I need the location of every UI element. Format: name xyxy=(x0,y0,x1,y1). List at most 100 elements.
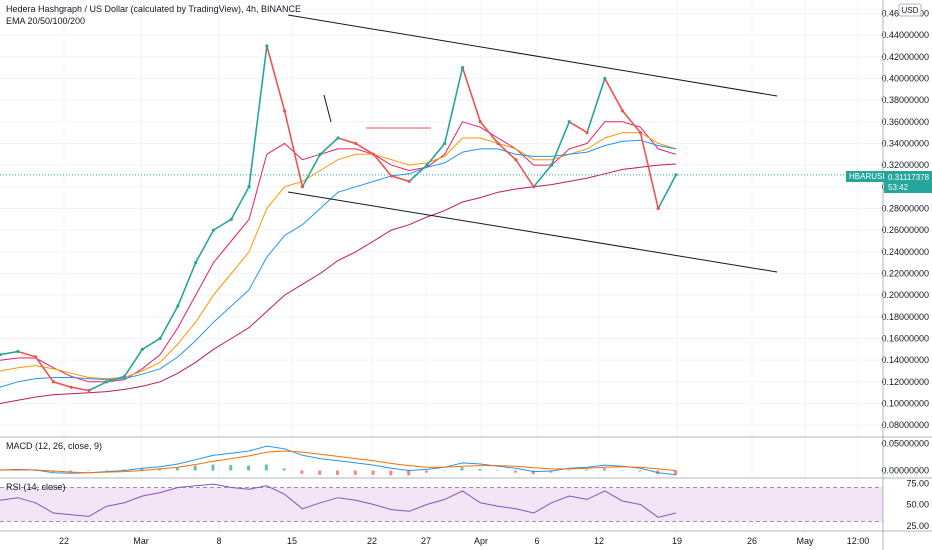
price-tick-label: 0.26000000 xyxy=(881,225,929,235)
price-segment xyxy=(213,218,232,231)
price-point xyxy=(585,131,589,135)
price-tick-label: 0.38000000 xyxy=(881,95,929,105)
price-point xyxy=(478,120,482,124)
price-segment xyxy=(586,78,606,133)
ema-lines xyxy=(0,121,677,404)
price-segment xyxy=(283,110,304,187)
signal-line xyxy=(0,450,677,474)
macd-tick-label: 0.00000000 xyxy=(881,466,929,476)
price-segment xyxy=(0,350,18,356)
time-tick-label: May xyxy=(796,536,814,546)
grid-lines xyxy=(0,0,883,530)
macd-histogram-bar xyxy=(674,470,677,475)
price-point xyxy=(140,347,144,351)
price-point xyxy=(122,374,127,379)
price-point xyxy=(283,109,287,113)
macd-histogram-bar xyxy=(424,470,428,473)
currency-badge[interactable] xyxy=(898,3,922,17)
time-axis[interactable]: 22 Mar 8 15 22 27 Apr 6 12 19 26 May 12:00 xyxy=(59,536,869,546)
macd-histogram-bar xyxy=(638,470,642,472)
macd-histogram-bar xyxy=(513,470,517,473)
price-point xyxy=(532,185,536,189)
rsi-pane xyxy=(0,483,883,522)
price-point xyxy=(0,353,2,357)
price-point xyxy=(33,355,38,359)
macd-histogram-bar xyxy=(353,470,357,475)
chart-title: Hedera Hashgraph / US Dollar (calculated… xyxy=(6,4,301,14)
time-tick-label: 22 xyxy=(59,536,69,546)
macd-histogram-bar xyxy=(460,467,464,471)
price-segment xyxy=(622,110,642,134)
price-segment xyxy=(248,45,268,187)
price-point xyxy=(300,185,305,189)
ema-line-3 xyxy=(0,139,677,388)
price-tick-label: 0.14000000 xyxy=(881,355,929,365)
price-point xyxy=(603,76,607,81)
price-point xyxy=(443,141,447,146)
price-line xyxy=(0,44,883,393)
price-tick-label: 0.22000000 xyxy=(881,268,929,278)
macd-histogram-bar xyxy=(0,470,1,471)
price-segment xyxy=(355,142,374,155)
price-point xyxy=(194,261,198,265)
rsi-label[interactable]: RSI (14, close) xyxy=(6,482,66,492)
trend-lines[interactable] xyxy=(287,14,778,273)
time-tick-label: Mar xyxy=(133,536,149,546)
price-point xyxy=(336,136,340,140)
lower-channel-line[interactable] xyxy=(287,191,778,273)
symbol-text: HBARUSD xyxy=(849,172,888,181)
price-point xyxy=(51,380,55,384)
price-segment xyxy=(604,78,624,112)
symbol-badge xyxy=(846,171,884,182)
macd-histogram-bar xyxy=(33,470,37,471)
macd-histogram-bar xyxy=(478,468,482,471)
macd-histogram-bar xyxy=(585,469,589,471)
macd-histogram-bar xyxy=(389,470,393,476)
macd-histogram-bar xyxy=(229,465,233,471)
price-point xyxy=(247,185,251,189)
macd-histogram-bar xyxy=(264,464,268,471)
indicator-label[interactable]: EMA 20/50/100/200 xyxy=(6,16,85,26)
price-segment xyxy=(515,159,535,188)
macd-label[interactable]: MACD (12, 26, close, 9) xyxy=(6,441,102,451)
price-point xyxy=(229,217,233,221)
price-segment xyxy=(461,67,482,123)
macd-histogram-bar xyxy=(175,467,179,471)
price-segment xyxy=(71,386,90,392)
rsi-tick-label: 25.00 xyxy=(906,521,929,531)
macd-histogram-bar xyxy=(371,470,375,475)
price-segment xyxy=(17,350,36,358)
price-segment xyxy=(88,381,108,392)
price-point xyxy=(158,336,162,341)
price-point xyxy=(621,109,625,113)
price-segment xyxy=(639,132,659,209)
price-segment xyxy=(230,186,250,220)
macd-histogram-bar xyxy=(247,465,251,471)
price-segment xyxy=(443,67,464,144)
price-tick-label: 0.24000000 xyxy=(881,247,929,257)
time-tick-label: 12:00 xyxy=(847,536,870,546)
price-axis[interactable]: 0.08000000 0.10000000 0.12000000 0.14000000… xyxy=(881,8,929,530)
price-badge xyxy=(884,171,932,193)
price-point xyxy=(407,179,411,183)
price-point xyxy=(371,152,376,156)
time-tick-label: 15 xyxy=(287,536,297,546)
short-trend-line[interactable] xyxy=(323,94,332,123)
upper-channel-line[interactable] xyxy=(287,14,778,97)
time-tick-label: 6 xyxy=(534,536,539,546)
macd-histogram-bar xyxy=(211,464,215,471)
price-tick-label: 0.08000000 xyxy=(881,420,929,430)
time-tick-label: Apr xyxy=(474,536,488,546)
ema-line-4 xyxy=(0,163,677,404)
price-point xyxy=(496,141,500,146)
macd-histogram-bar xyxy=(300,470,304,474)
price-segment xyxy=(319,137,339,155)
macd-histogram-bar xyxy=(140,468,144,471)
price-point xyxy=(656,206,660,211)
price-tick-label: 0.12000000 xyxy=(881,377,929,387)
price-point xyxy=(638,131,643,135)
price-text: 0.31117378 xyxy=(888,173,930,182)
price-tick-label: 0.18000000 xyxy=(881,312,929,322)
macd-histogram-bar xyxy=(318,470,322,475)
